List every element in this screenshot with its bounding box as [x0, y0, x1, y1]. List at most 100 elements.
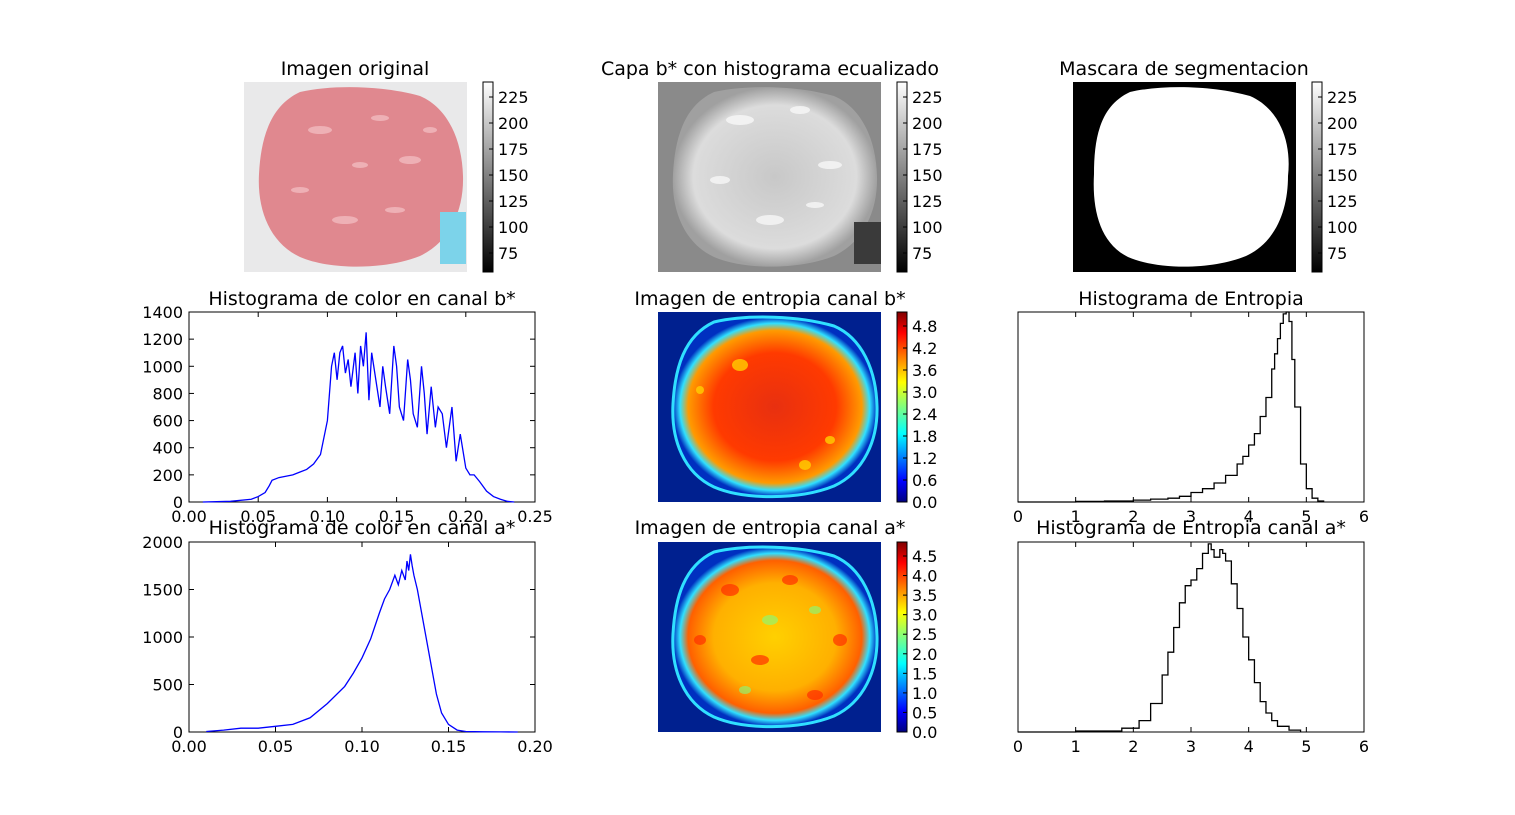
x-tick-label: 0.20 [517, 737, 553, 756]
colorbar-tick-label: 1.8 [912, 427, 937, 446]
x-tick-label: 0.10 [344, 737, 380, 756]
plot-frame [1017, 311, 1365, 503]
panel-title-mask: Mascara de segmentacion [1059, 58, 1309, 80]
entropy-a-image [658, 542, 881, 732]
colorbar-tick-label: 3.0 [912, 606, 937, 625]
x-tick-label: 0.05 [240, 507, 276, 526]
chart-hist-a: 0.00 0.05 0.10 0.15 0.20 0 500 1000 1500 2000 [142, 533, 553, 756]
x-tick-label: 0.05 [258, 737, 294, 756]
colorbar-tick-label: 175 [1327, 140, 1358, 159]
x-tick-label: 5 [1301, 737, 1311, 756]
colorbar-tick-label: 175 [912, 140, 943, 159]
colorbar-tick-label: 4.8 [912, 317, 937, 336]
x-tick-label: 2 [1128, 737, 1138, 756]
colorbar-entropy-a [896, 541, 908, 733]
x-tick-label: 6 [1359, 737, 1369, 756]
plot-frame [188, 541, 536, 733]
b-layer-image [658, 82, 881, 272]
colorbar-tick-label: 100 [912, 218, 943, 237]
colorbar-tick-label: 3.5 [912, 586, 937, 605]
x-tick-label: 1 [1071, 507, 1081, 526]
colorbar-tick-label: 1.5 [912, 664, 937, 683]
x-tick-label: 0.00 [171, 507, 207, 526]
y-tick-label: 1500 [142, 581, 183, 600]
x-tick-label: 0.25 [517, 507, 553, 526]
series-line [202, 332, 515, 503]
chart-hist-entropy-a: 0 1 2 3 4 5 6 [1013, 541, 1369, 756]
colorbar-tick-label: 125 [912, 192, 943, 211]
colorbar-b-layer [896, 81, 908, 273]
entropy-b-image [658, 312, 881, 502]
colorbar-tick-label: 0.6 [912, 471, 937, 490]
colorbar-tick-label: 2.0 [912, 645, 937, 664]
chart-hist-b: 0.00 0.05 0.10 0.15 0.20 0.25 0 200 400 600 800 100… [142, 303, 553, 526]
x-tick-label: 2 [1128, 507, 1138, 526]
y-tick-label: 600 [152, 412, 183, 431]
original-image [244, 82, 467, 272]
chart-title-hist-b: Histograma de color en canal b* [208, 288, 515, 310]
y-tick-label: 1200 [142, 330, 183, 349]
x-tick-label: 0 [1013, 507, 1023, 526]
chart-title-hist-entropy-a: Histograma de Entropia canal a* [1036, 517, 1346, 539]
colorbar-tick-label: 1.0 [912, 684, 937, 703]
x-tick-label: 1 [1071, 737, 1081, 756]
x-tick-label: 0.10 [310, 507, 346, 526]
y-tick-label: 500 [152, 676, 183, 695]
x-tick-label: 0.20 [448, 507, 484, 526]
series-line [1018, 543, 1302, 733]
colorbar-tick-label: 150 [1327, 166, 1358, 185]
x-tick-label: 5 [1301, 507, 1311, 526]
series-line [206, 554, 518, 733]
panel-title-b-layer: Capa b* con histograma ecualizado [601, 58, 939, 80]
colorbar-tick-label: 150 [912, 166, 943, 185]
colorbar-tick-label: 75 [912, 244, 932, 263]
panel-title-entropy-b: Imagen de entropia canal b* [634, 288, 905, 310]
x-tick-label: 4 [1244, 507, 1254, 526]
colorbar-tick-label: 4.5 [912, 547, 937, 566]
y-tick-label: 200 [152, 466, 183, 485]
y-tick-label: 0 [173, 723, 183, 742]
colorbar-b-layer-ticks: 225 200 175 150 125 100 75 [903, 88, 943, 263]
y-tick-label: 1000 [142, 628, 183, 647]
x-tick-label: 0.00 [171, 737, 207, 756]
colorbar-tick-label: 225 [498, 88, 529, 107]
colorbar-tick-label: 4.0 [912, 567, 937, 586]
y-tick-label: 1400 [142, 303, 183, 322]
colorbar-entropy-b [896, 311, 908, 503]
x-tick-label: 3 [1186, 507, 1196, 526]
y-tick-label: 0 [173, 493, 183, 512]
colorbar-original [482, 81, 494, 273]
mask-image [1073, 82, 1296, 272]
panel-title-original: Imagen original [281, 58, 430, 80]
y-tick-label: 2000 [142, 533, 183, 552]
chart-title-hist-a: Histograma de color en canal a* [209, 517, 516, 539]
colorbar-tick-label: 75 [498, 244, 518, 263]
colorbar-tick-label: 200 [912, 114, 943, 133]
x-tick-label: 6 [1359, 507, 1369, 526]
chart-hist-entropy-b: 0 1 2 3 4 5 6 [1013, 311, 1369, 526]
y-tick-label: 1000 [142, 357, 183, 376]
colorbar-tick-label: 0.0 [912, 493, 937, 512]
colorbar-tick-label: 4.2 [912, 339, 937, 358]
colorbar-original-ticks: 225 200 175 150 125 100 75 [489, 88, 529, 263]
colorbar-tick-label: 150 [498, 166, 529, 185]
colorbar-tick-label: 75 [1327, 244, 1347, 263]
colorbar-tick-label: 225 [912, 88, 943, 107]
colorbar-tick-label: 0.5 [912, 703, 937, 722]
y-tick-label: 400 [152, 439, 183, 458]
colorbar-tick-label: 200 [1327, 114, 1358, 133]
colorbar-tick-label: 3.0 [912, 383, 937, 402]
colorbar-tick-label: 2.5 [912, 625, 937, 644]
x-tick-label: 0.15 [431, 737, 467, 756]
colorbar-tick-label: 125 [1327, 192, 1358, 211]
colorbar-tick-label: 0.0 [912, 723, 937, 742]
y-tick-label: 800 [152, 384, 183, 403]
colorbar-tick-label: 175 [498, 140, 529, 159]
colorbar-mask [1311, 81, 1323, 273]
colorbar-tick-label: 100 [498, 218, 529, 237]
colorbar-tick-label: 100 [1327, 218, 1358, 237]
colorbar-tick-label: 200 [498, 114, 529, 133]
x-tick-label: 0 [1013, 737, 1023, 756]
colorbar-tick-label: 225 [1327, 88, 1358, 107]
